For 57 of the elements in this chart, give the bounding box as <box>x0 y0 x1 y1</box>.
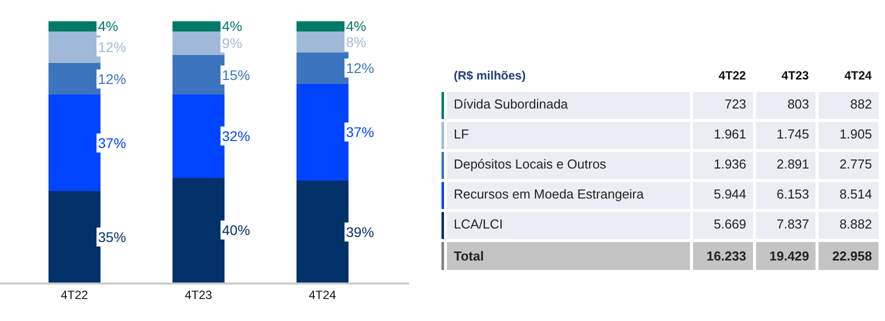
data-label: 40% <box>222 222 250 238</box>
bar <box>296 32 348 53</box>
bar <box>172 94 224 178</box>
bar <box>172 32 224 56</box>
data-label: 4% <box>346 18 366 34</box>
data-label: 882 <box>850 96 872 112</box>
bar <box>48 63 100 94</box>
data-label: 5.944 <box>714 186 746 202</box>
text: Total <box>454 248 484 264</box>
text: Recursos em Moeda Estrangeira <box>454 186 645 202</box>
data-label: 8% <box>346 34 366 50</box>
bar <box>48 191 100 283</box>
data-label: 8.882 <box>839 216 872 232</box>
text: 22.958 <box>832 248 872 264</box>
data-label: 8.514 <box>839 186 872 202</box>
bar <box>48 32 100 64</box>
bar <box>296 84 348 181</box>
data-label: 5.669 <box>714 216 746 232</box>
bar <box>172 55 224 94</box>
bar <box>48 94 100 192</box>
bar <box>296 180 348 283</box>
x-tick-label: 4T24 <box>308 288 336 302</box>
text: Depósitos Locais e Outros <box>454 156 607 172</box>
data-label: 39% <box>346 224 374 240</box>
text: LCA/LCI <box>454 216 503 232</box>
category-label: 4T22 <box>718 68 746 83</box>
data-label: 2.775 <box>839 156 872 172</box>
data-label: 1.905 <box>839 126 872 142</box>
category-label: 4T24 <box>844 68 872 83</box>
data-label: 1.936 <box>714 156 746 172</box>
data-label: 723 <box>724 96 746 112</box>
data-label: 2.891 <box>776 156 810 172</box>
data-label: 37% <box>346 124 374 140</box>
x-tick-label: 4T23 <box>184 288 212 302</box>
data-label: 12% <box>98 71 126 87</box>
data-label: 37% <box>98 135 126 151</box>
data-label: 9% <box>222 35 242 51</box>
data-label: 803 <box>787 96 810 112</box>
data-label: 6.153 <box>776 186 810 202</box>
data-label: 15% <box>222 67 250 83</box>
text: Dívida Subordinada <box>454 96 569 112</box>
data-label: 1.961 <box>714 126 746 142</box>
text: 16.233 <box>706 248 746 264</box>
data-label: 32% <box>222 128 250 144</box>
x-tick-label: 4T22 <box>60 288 88 302</box>
text: (R$ milhões) <box>454 68 526 83</box>
bar <box>296 52 348 84</box>
data-label: 4% <box>98 18 118 34</box>
data-label: 1.745 <box>776 126 810 142</box>
data-label: 35% <box>98 229 126 245</box>
data-label: 12% <box>346 60 374 76</box>
data-label: 4% <box>222 18 242 34</box>
text: 19.429 <box>769 248 810 264</box>
data-label: 12% <box>98 39 126 55</box>
data-label: 7.837 <box>776 216 810 232</box>
category-label: 4T23 <box>781 68 810 83</box>
text: LF <box>454 126 469 142</box>
